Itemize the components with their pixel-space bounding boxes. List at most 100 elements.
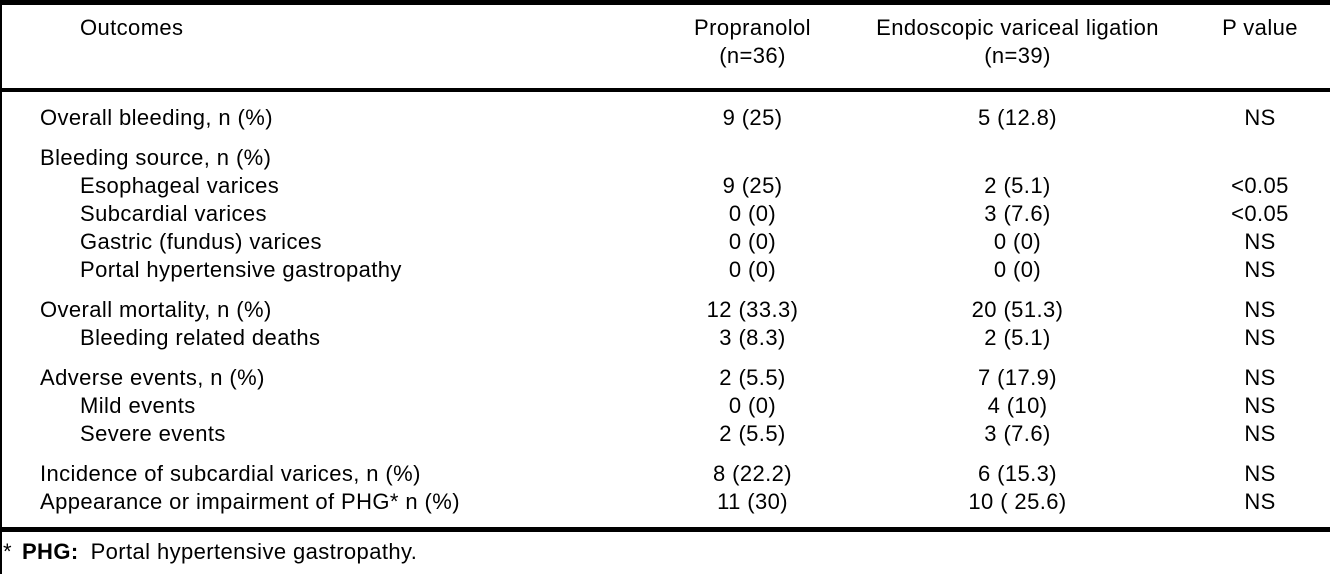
p-value-cell: NS [1190, 420, 1330, 448]
p-value: NS [1244, 257, 1276, 282]
propranolol-value: 8 (22.2) [712, 461, 793, 486]
table-row: Adverse events, n (%) 2 (5.5) 7 (17.9) N… [0, 364, 1330, 392]
p-value-cell: NS [1190, 324, 1330, 352]
footnote-asterisk-marker: * [3, 539, 12, 564]
row-label: Portal hypertensive gastropathy [80, 257, 402, 282]
row-label-cell: Appearance or impairment of PHG* n (%) [0, 488, 660, 516]
propranolol-value-cell: 0 (0) [660, 228, 845, 256]
p-value: <0.05 [1231, 173, 1289, 198]
row-label-cell: Bleeding related deaths [0, 324, 660, 352]
table-row: Overall mortality, n (%) 12 (33.3) 20 (5… [0, 296, 1330, 324]
p-value-cell: NS [1190, 392, 1330, 420]
table-row: Esophageal varices 9 (25) 2 (5.1) <0.05 [0, 172, 1330, 200]
p-value: NS [1244, 297, 1276, 322]
propranolol-value-cell: 2 (5.5) [660, 364, 845, 392]
footnote-term: PHG: [21, 539, 79, 564]
propranolol-value-cell: 0 (0) [660, 256, 845, 284]
column-header-outcomes-cell: Outcomes [0, 14, 660, 70]
propranolol-value: 0 (0) [728, 393, 777, 418]
p-value: NS [1244, 365, 1276, 390]
evl-value-cell [845, 144, 1190, 172]
evl-value: 0 (0) [993, 257, 1042, 282]
row-label: Esophageal varices [80, 173, 280, 198]
table-header-rule [0, 88, 1330, 92]
propranolol-value-cell: 9 (25) [660, 172, 845, 200]
row-label-cell: Bleeding source, n (%) [0, 144, 660, 172]
row-label-cell: Gastric (fundus) varices [0, 228, 660, 256]
propranolol-value-cell: 11 (30) [660, 488, 845, 516]
column-header-evl: Endoscopic variceal ligation [876, 15, 1159, 40]
row-label: Appearance or impairment of PHG* n (%) [40, 489, 460, 514]
row-label: Incidence of subcardial varices, n (%) [40, 461, 421, 486]
p-value: NS [1244, 489, 1276, 514]
propranolol-value: 3 (8.3) [719, 325, 786, 350]
evl-value-cell: 10 ( 25.6) [845, 488, 1190, 516]
column-header-pvalue: P value [1222, 15, 1298, 40]
propranolol-value: 2 (5.5) [719, 365, 786, 390]
column-header-evl-n: (n=39) [984, 43, 1051, 68]
table-row: Severe events 2 (5.5) 3 (7.6) NS [0, 420, 1330, 448]
propranolol-value-cell: 9 (25) [660, 104, 845, 132]
column-header-outcomes: Outcomes [80, 15, 184, 40]
evl-value: 2 (5.1) [984, 173, 1051, 198]
row-label: Bleeding source, n (%) [40, 145, 272, 170]
p-value: <0.05 [1231, 201, 1289, 226]
row-label-cell: Esophageal varices [0, 172, 660, 200]
column-header-evl-cell: Endoscopic variceal ligation (n=39) [845, 14, 1190, 70]
evl-value-cell: 3 (7.6) [845, 200, 1190, 228]
table-row: Bleeding related deaths 3 (8.3) 2 (5.1) … [0, 324, 1330, 352]
p-value: NS [1244, 325, 1276, 350]
table-row: Subcardial varices 0 (0) 3 (7.6) <0.05 [0, 200, 1330, 228]
p-value-cell: NS [1190, 460, 1330, 488]
footnote-text: Portal hypertensive gastropathy. [90, 539, 418, 564]
row-label-cell: Subcardial varices [0, 200, 660, 228]
propranolol-value-cell: 2 (5.5) [660, 420, 845, 448]
row-label-cell: Incidence of subcardial varices, n (%) [0, 460, 660, 488]
row-label-cell: Adverse events, n (%) [0, 364, 660, 392]
table-row: Overall bleeding, n (%) 9 (25) 5 (12.8) … [0, 104, 1330, 132]
evl-value: 5 (12.8) [977, 105, 1058, 130]
p-value-cell: <0.05 [1190, 200, 1330, 228]
p-value-cell: NS [1190, 228, 1330, 256]
propranolol-value: 2 (5.5) [719, 421, 786, 446]
row-label: Severe events [80, 421, 226, 446]
propranolol-value-cell: 12 (33.3) [660, 296, 845, 324]
row-label: Overall mortality, n (%) [40, 297, 272, 322]
propranolol-value: 9 (25) [722, 173, 783, 198]
evl-value-cell: 20 (51.3) [845, 296, 1190, 324]
p-value: NS [1244, 461, 1276, 486]
table-bottom-rule [0, 527, 1330, 532]
p-value-cell: NS [1190, 104, 1330, 132]
p-value-cell [1190, 144, 1330, 172]
propranolol-value: 0 (0) [728, 229, 777, 254]
row-label-cell: Overall mortality, n (%) [0, 296, 660, 324]
evl-value-cell: 0 (0) [845, 256, 1190, 284]
evl-value: 0 (0) [993, 229, 1042, 254]
propranolol-value: 11 (30) [717, 489, 788, 514]
table-row: Bleeding source, n (%) [0, 144, 1330, 172]
evl-value-cell: 2 (5.1) [845, 324, 1190, 352]
propranolol-value-cell: 8 (22.2) [660, 460, 845, 488]
footnote: * PHG: Portal hypertensive gastropathy. [3, 538, 417, 566]
table-top-rule [0, 0, 1330, 5]
row-label: Bleeding related deaths [80, 325, 321, 350]
figure-left-edge [0, 0, 2, 574]
evl-value-cell: 5 (12.8) [845, 104, 1190, 132]
p-value-cell: NS [1190, 256, 1330, 284]
row-label-cell: Overall bleeding, n (%) [0, 104, 660, 132]
propranolol-value: 0 (0) [728, 201, 777, 226]
row-label: Adverse events, n (%) [40, 365, 265, 390]
evl-value-cell: 0 (0) [845, 228, 1190, 256]
column-header-propranolol-cell: Propranolol (n=36) [660, 14, 845, 70]
row-label: Gastric (fundus) varices [80, 229, 322, 254]
evl-value-cell: 3 (7.6) [845, 420, 1190, 448]
p-value-cell: <0.05 [1190, 172, 1330, 200]
evl-value-cell: 2 (5.1) [845, 172, 1190, 200]
row-label-cell: Severe events [0, 420, 660, 448]
evl-value-cell: 7 (17.9) [845, 364, 1190, 392]
evl-value: 3 (7.6) [984, 201, 1051, 226]
p-value: NS [1244, 421, 1276, 446]
p-value-cell: NS [1190, 296, 1330, 324]
evl-value: 10 ( 25.6) [968, 489, 1067, 514]
